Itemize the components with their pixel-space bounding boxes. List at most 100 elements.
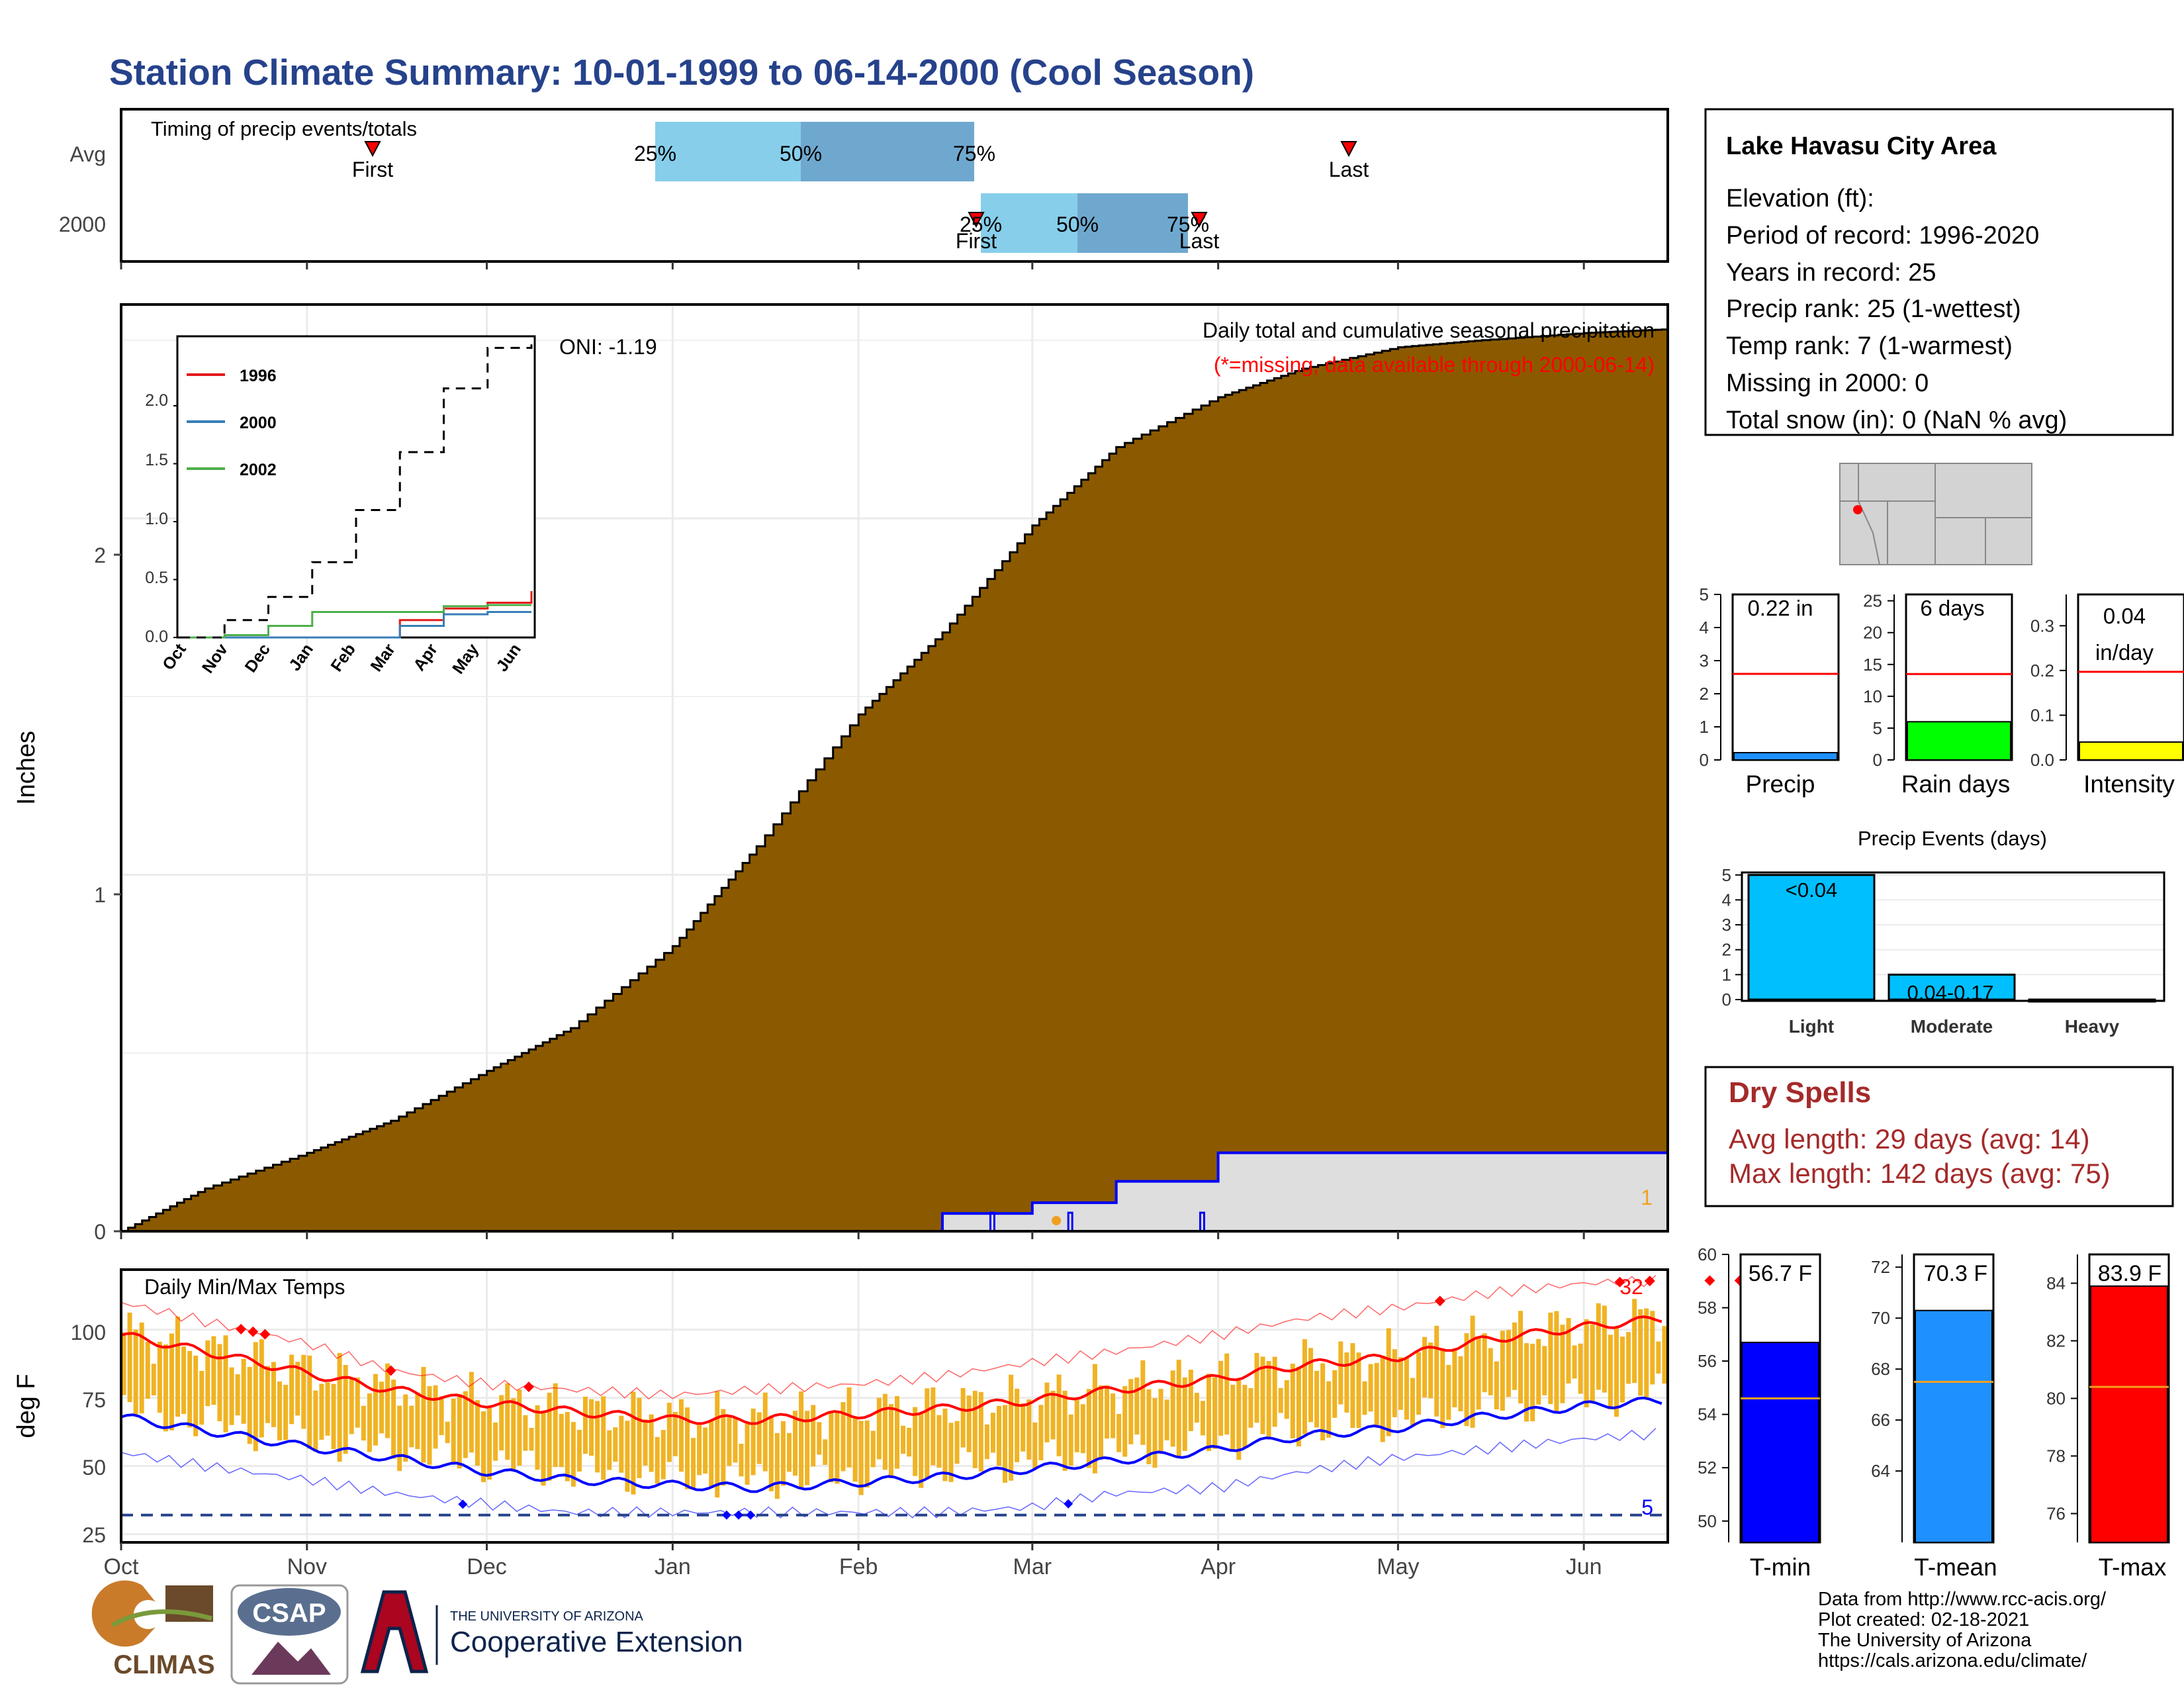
temp-bar-ytick-label: 58 <box>1698 1298 1717 1318</box>
daily-temp-bar <box>1105 1385 1110 1439</box>
events-cat-light: Light <box>1789 1016 1834 1037</box>
avg-q25-q50-bar <box>655 122 801 181</box>
daily-temp-bar <box>1062 1390 1068 1471</box>
temp-ylabel: deg F <box>13 1374 40 1438</box>
temp-frame <box>120 1268 1669 1544</box>
daily-temp-bar <box>817 1422 822 1455</box>
daily-temp-bar <box>397 1405 402 1472</box>
timing-marker <box>968 212 985 228</box>
dry-spells-max: Max length: 142 days (avg: 75) <box>1729 1158 2111 1189</box>
daily-temp-bar <box>439 1396 444 1435</box>
temp-value-tmean: 70.3 F <box>1924 1261 1987 1286</box>
daily-temp-bar <box>1566 1318 1571 1383</box>
mini-bar-ytick-label: 15 <box>1863 655 1882 675</box>
daily-temp-bar <box>805 1411 810 1485</box>
daily-temp-bar <box>1284 1380 1289 1419</box>
daily-temp-bar <box>1590 1324 1595 1403</box>
inset-ytick-1: 0.5 <box>145 569 168 587</box>
daily-temp-bar <box>1650 1311 1655 1385</box>
daily-temp-bar <box>373 1374 378 1446</box>
daily-temp-bar <box>1578 1343 1583 1394</box>
temp-value-tmin: 56.7 F <box>1749 1261 1812 1286</box>
month-label-may: May <box>1377 1554 1419 1579</box>
daily-temp-bar <box>307 1355 312 1449</box>
events-label-moderate: 0.04-0.17 <box>1907 981 1994 1004</box>
station-line-7: Total snow (in): 0 (NaN % avg) <box>1726 406 2067 434</box>
precip-caption: Daily total and cumulative seasonal prec… <box>1203 318 1655 342</box>
daily-temp-bar <box>1656 1341 1661 1374</box>
daily-temp-bar <box>846 1387 852 1468</box>
record-low-marker <box>458 1499 468 1509</box>
inset-ytick-2: 1.0 <box>145 510 168 528</box>
events-bars: 0 1 2 3 4 5 <box>1722 865 2165 1009</box>
csap-cloud <box>238 1588 341 1636</box>
daily-temp-bar <box>1392 1349 1397 1417</box>
events-ytick-label: 2 <box>1722 940 1731 960</box>
daily-temp-bar <box>193 1355 199 1436</box>
daily-temp-bar <box>774 1432 780 1499</box>
dry-spells-frame <box>1704 1066 2174 1207</box>
daily-temp-bar <box>768 1415 774 1491</box>
events-ytick-label: 3 <box>1722 915 1731 935</box>
station-line-4: Precip rank: 25 (1-wettest) <box>1726 295 2021 323</box>
csap-mountains <box>251 1642 331 1675</box>
daily-temp-bar <box>1470 1315 1475 1428</box>
station-line-6: Missing in 2000: 0 <box>1726 369 1929 397</box>
daily-temp-bar <box>1146 1389 1152 1464</box>
daily-temp-bar <box>823 1439 828 1465</box>
daily-temp-bar <box>313 1390 318 1452</box>
daily-temp-bar <box>858 1421 864 1495</box>
daily-temp-bar <box>181 1346 187 1414</box>
mini-bar-ytick-label: 0.2 <box>2030 661 2054 680</box>
daily-temp-bar <box>433 1385 438 1449</box>
mini-bar-ytick-label: 0.1 <box>2030 705 2054 725</box>
daily-temp-bar <box>703 1427 708 1474</box>
daily-temp-bar <box>948 1423 954 1482</box>
events-frame <box>1741 871 2165 1002</box>
station-location-dot <box>1853 505 1862 514</box>
temp-bar-ytick-label: 64 <box>1871 1461 1890 1481</box>
daily-temp-bar <box>169 1333 174 1430</box>
daily-temp-bar <box>1134 1377 1140 1435</box>
daily-temp-bar <box>445 1421 450 1444</box>
daily-temp-bar <box>625 1421 630 1492</box>
daily-temp-bar <box>678 1399 684 1472</box>
daily-temp-bar <box>1140 1360 1146 1445</box>
temp-label-tmin: T-min <box>1750 1554 1811 1581</box>
daily-temp-bar <box>139 1322 144 1414</box>
daily-temp-bar <box>223 1335 228 1432</box>
daily-temp-bar <box>1188 1370 1193 1432</box>
inset-series-line <box>181 604 531 639</box>
mini-bar-ytick-label: 10 <box>1863 686 1882 706</box>
daily-temp-bar <box>247 1367 252 1444</box>
daily-temp-bar <box>145 1342 150 1399</box>
daily-temp-bar <box>1632 1299 1637 1383</box>
daily-temp-bar <box>1308 1348 1314 1423</box>
footer-line-1: Data from http://www.rcc-acis.org/ <box>1818 1589 2107 1610</box>
daily-temp-bar <box>1080 1404 1085 1454</box>
daily-temp-bar <box>919 1412 924 1488</box>
daily-temp-bar <box>1398 1357 1403 1410</box>
timing-frame <box>120 108 1669 263</box>
daily-temp-bar <box>1068 1414 1073 1466</box>
daily-temp-bar <box>211 1336 216 1405</box>
daily-temp-bar <box>559 1413 564 1468</box>
daily-temp-bar <box>1608 1335 1613 1410</box>
daily-temp-bar <box>1200 1401 1205 1436</box>
year-last-label: Last <box>1179 229 1220 253</box>
daily-temp-bar <box>1488 1348 1493 1395</box>
temp-bar-ytick-label: 82 <box>2046 1331 2066 1351</box>
mini-label-precip: Precip <box>1746 771 1815 798</box>
daily-temp-bar <box>1530 1343 1535 1421</box>
inset-frame <box>176 335 536 639</box>
ua-a-mark <box>360 1590 429 1673</box>
daily-temp-bar <box>966 1395 972 1452</box>
record-high-marker <box>259 1329 271 1340</box>
daily-temp-bar <box>672 1412 678 1456</box>
daily-temp-bar <box>427 1386 432 1465</box>
max-record-count: 32 <box>1619 1275 1643 1299</box>
daily-temp-bar <box>337 1352 342 1462</box>
station-info: Lake Havasu City Area Elevation (ft): Pe… <box>1704 108 2174 436</box>
csap-logo: CSAP <box>230 1584 349 1685</box>
mini-bar-ytick-label: 0.0 <box>2030 750 2054 770</box>
